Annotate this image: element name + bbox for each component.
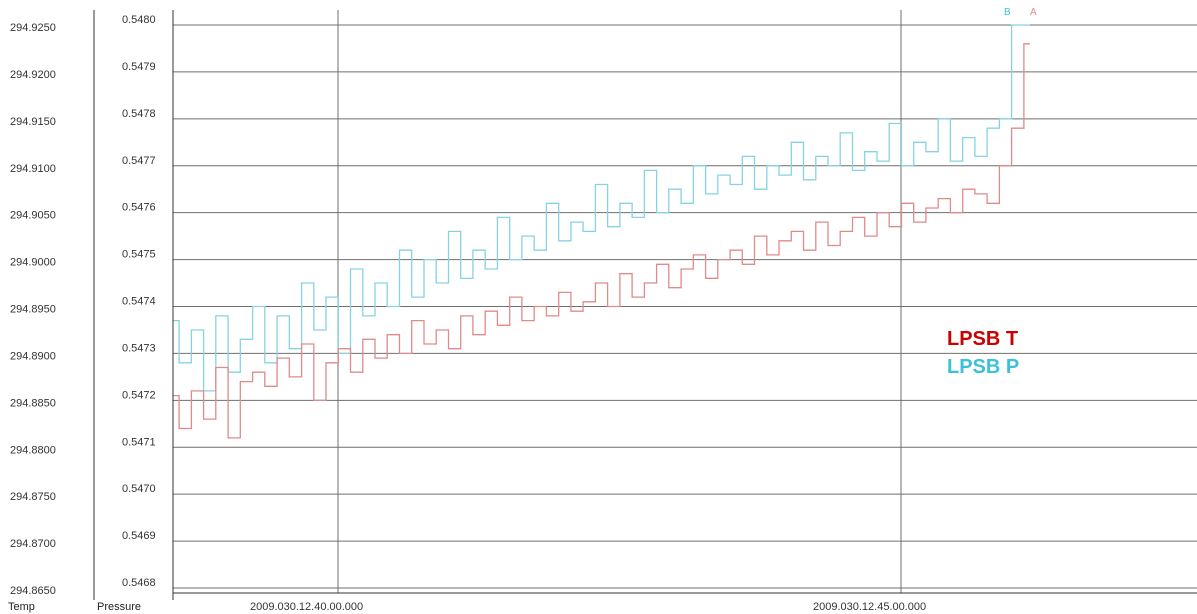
temp-axis-label: Temp: [8, 601, 35, 613]
legend-lpsb-t: LPSB T: [947, 328, 1018, 350]
temp-tick-label: 294.9100: [10, 163, 56, 175]
pressure-axis-label: Pressure: [97, 601, 141, 613]
series-line-lpsb-p: [173, 24, 1030, 392]
legend-lpsb-p: LPSB P: [947, 356, 1019, 378]
pressure-tick-label: 0.5477: [122, 155, 156, 167]
pressure-tick-label: 0.5470: [122, 483, 156, 495]
pressure-tick-label: 0.5475: [122, 249, 156, 261]
temp-tick-label: 294.9200: [10, 69, 56, 81]
temp-tick-label: 294.8850: [10, 397, 56, 409]
series-end-label-a: A: [1030, 7, 1037, 18]
pressure-tick-label: 0.5472: [122, 389, 156, 401]
series-end-label-b: B: [1004, 7, 1011, 18]
series-lines: [173, 24, 1030, 439]
time-tick-label: 2009.030.12.45.00.000: [813, 601, 926, 613]
temp-tick-label: 294.8700: [10, 538, 56, 550]
pressure-tick-label: 0.5469: [122, 530, 156, 542]
temp-tick-label: 294.8800: [10, 444, 56, 456]
temp-tick-label: 294.9250: [10, 22, 56, 34]
series-line-lpsb-t: [173, 43, 1030, 439]
pressure-tick-label: 0.5479: [122, 61, 156, 73]
temp-tick-label: 294.8950: [10, 304, 56, 316]
time-axis-ticks: 2009.030.12.40.00.000 2009.030.12.45.00.0…: [250, 601, 926, 613]
pressure-tick-label: 0.5478: [122, 108, 156, 120]
temp-tick-label: 294.9000: [10, 257, 56, 269]
pressure-tick-label: 0.5473: [122, 342, 156, 354]
pressure-tick-label: 0.5476: [122, 202, 156, 214]
pressure-tick-label: 0.5468: [122, 577, 156, 589]
pressure-tick-label: 0.5471: [122, 436, 156, 448]
pressure-axis-ticks: 0.5480 0.5479 0.5478 0.5477 0.5476 0.5475 0.54…: [122, 14, 156, 589]
temp-axis-ticks: 294.9250 294.9200 294.9150 294.9100 294.9050…: [10, 22, 56, 597]
temp-tick-label: 294.8650: [10, 585, 56, 597]
axis-lines: [93, 10, 1197, 600]
pressure-tick-label: 0.5474: [122, 296, 156, 308]
pressure-tick-label: 0.5480: [122, 14, 156, 26]
temp-tick-label: 294.9150: [10, 116, 56, 128]
temp-tick-label: 294.8900: [10, 350, 56, 362]
temp-tick-label: 294.9050: [10, 210, 56, 222]
temp-tick-label: 294.8750: [10, 491, 56, 503]
time-tick-label: 2009.030.12.40.00.000: [250, 601, 363, 613]
